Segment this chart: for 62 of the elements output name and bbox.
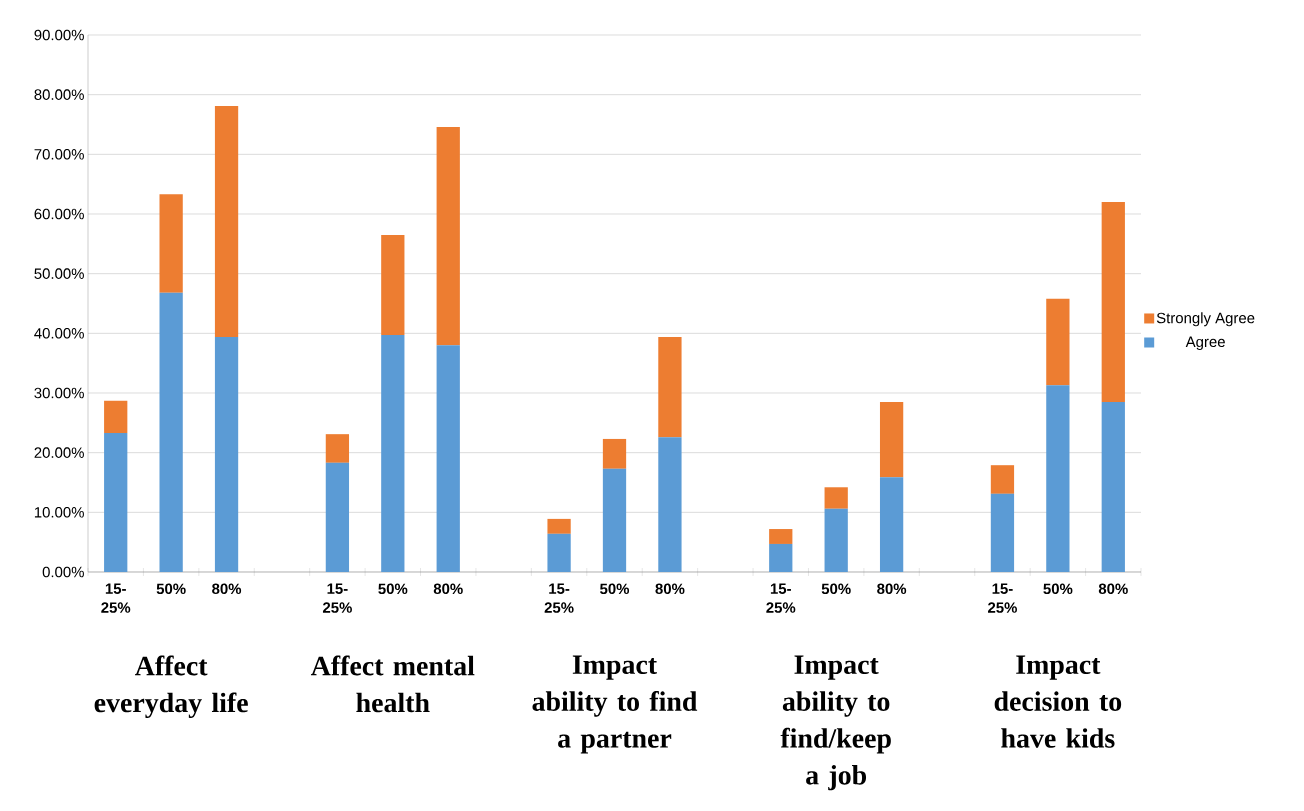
bar <box>990 465 1015 494</box>
bar <box>658 437 682 572</box>
y-tick-label: 80.00% <box>34 89 84 100</box>
bar <box>381 234 405 336</box>
bar <box>769 529 793 544</box>
bar <box>824 508 848 572</box>
bar <box>436 345 460 572</box>
y-tick-label: 50.00% <box>34 268 84 279</box>
text: Impact decision to have kids <box>994 655 1122 748</box>
x-tick-label: 80% <box>1098 583 1128 595</box>
x-tick-label: 80% <box>877 583 907 595</box>
text: Impact ability to find a partner <box>532 655 698 754</box>
x-tick-label: 50% <box>600 583 630 595</box>
legend-label: Strongly Agree <box>1156 312 1255 327</box>
x-tick-label: 15-25% <box>766 583 796 613</box>
x-tick-label: 50% <box>821 583 851 595</box>
bar <box>381 335 405 572</box>
bar <box>1046 298 1070 386</box>
bar <box>879 401 904 478</box>
y-tick-label: 90.00% <box>34 29 84 41</box>
legend-label: Agree <box>1185 336 1225 350</box>
bar <box>104 432 128 572</box>
bar <box>104 400 128 433</box>
y-tick-label: 20.00% <box>34 447 84 458</box>
x-tick-label: 50% <box>1043 583 1073 595</box>
bar <box>325 434 350 463</box>
bar <box>1101 401 1125 572</box>
bar <box>159 292 183 572</box>
x-tick-label: 15-25% <box>322 583 352 613</box>
y-tick-label: 30.00% <box>34 387 84 399</box>
bar <box>159 194 183 293</box>
y-tick-label: 40.00% <box>34 328 84 339</box>
x-tick-label: 50% <box>156 583 186 595</box>
bar <box>436 126 460 346</box>
bar <box>990 493 1015 572</box>
text: Affect mental health <box>310 655 475 713</box>
bar <box>769 543 793 572</box>
bar <box>547 533 571 572</box>
x-tick-label: 15-25% <box>544 583 574 613</box>
x-tick-label: 80% <box>433 583 463 595</box>
bar <box>1046 385 1070 572</box>
x-tick-label: 80% <box>212 583 242 595</box>
bar <box>602 468 627 572</box>
bar <box>879 477 904 572</box>
x-tick-label: 15-25% <box>101 583 131 613</box>
y-tick-label: 60.00% <box>34 208 84 220</box>
x-tick-label: 15-25% <box>988 583 1017 613</box>
text: Affect everyday life <box>94 655 248 719</box>
bar <box>214 336 239 572</box>
x-tick-label: 50% <box>378 583 408 595</box>
bar <box>214 106 239 337</box>
y-tick-label: 10.00% <box>34 507 84 518</box>
x-tick-label: 80% <box>655 583 685 595</box>
y-tick-label: 0.00% <box>42 566 84 578</box>
bar <box>602 438 627 469</box>
bar <box>547 518 571 534</box>
bar <box>1101 202 1125 402</box>
bar <box>824 487 848 509</box>
text: Impact ability to find/keep a job <box>780 655 891 791</box>
y-tick-label: 70.00% <box>34 149 84 160</box>
bar <box>325 462 350 572</box>
bar <box>658 336 682 438</box>
